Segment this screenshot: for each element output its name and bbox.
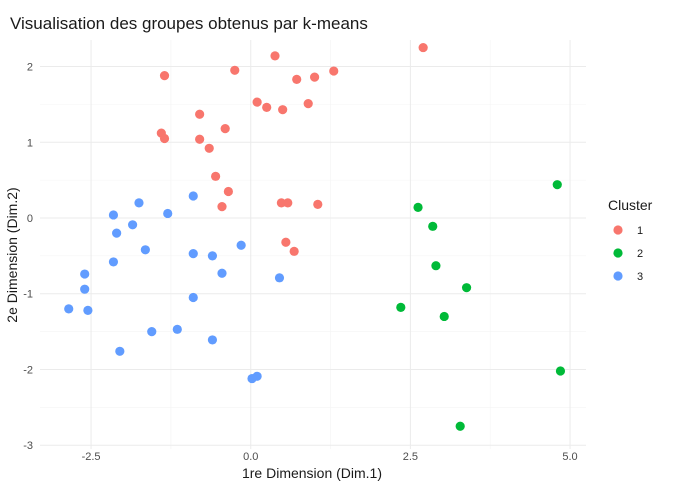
data-points — [64, 42, 566, 431]
cluster-3-point — [112, 228, 122, 238]
legend-key-3 — [613, 271, 623, 281]
cluster-3-point — [247, 373, 257, 384]
x-tick-label: 0.0 — [243, 451, 258, 463]
legend-key-2 — [613, 248, 623, 258]
y-tick-label: 1 — [27, 137, 33, 149]
y-axis-title: 2e Dimension (Dim.2) — [4, 187, 20, 322]
cluster-1-point — [220, 124, 230, 134]
cluster-2-point — [439, 311, 449, 322]
cluster-3-point — [147, 327, 157, 337]
cluster-3-point — [188, 248, 198, 259]
cluster-3-point — [127, 220, 138, 230]
cluster-1-point — [262, 102, 272, 113]
cluster-3-point — [236, 240, 246, 250]
x-axis-ticks: -2.5 0.0 2.5 5.0 — [82, 451, 578, 463]
y-tick-label: 0 — [27, 213, 33, 225]
cluster-1-point — [313, 199, 323, 209]
legend-label-1: 1 — [637, 225, 643, 237]
cluster-1-point — [289, 246, 299, 256]
cluster-1-point — [204, 143, 214, 153]
cluster-3-point — [64, 304, 74, 314]
cluster-1-point — [303, 99, 313, 109]
cluster-3-point — [188, 191, 198, 201]
cluster-1-point — [309, 72, 320, 82]
cluster-3-point — [207, 335, 218, 345]
cluster-3-point — [83, 305, 93, 315]
cluster-1-point — [418, 42, 428, 53]
cluster-1-point — [195, 134, 205, 144]
cluster-3-point — [217, 268, 227, 278]
cluster-2-point — [555, 366, 566, 376]
cluster-1-point — [223, 186, 233, 197]
cluster-2-point — [552, 180, 562, 190]
y-axis-ticks: -3 -2 -1 0 1 2 — [23, 62, 33, 453]
cluster-1-point — [159, 70, 170, 81]
cluster-3-point — [80, 284, 90, 294]
cluster-2-point — [461, 283, 472, 293]
cluster-3-point — [140, 245, 150, 255]
legend-items: 1 2 3 — [613, 225, 643, 283]
cluster-2-point — [428, 221, 438, 231]
cluster-1-point — [217, 202, 227, 212]
cluster-1-point — [252, 97, 262, 107]
cluster-3-point — [108, 257, 119, 267]
cluster-1-point — [230, 65, 240, 75]
legend: Cluster 1 2 3 — [608, 197, 653, 283]
x-tick-label: 5.0 — [562, 451, 577, 463]
cluster-1-point — [329, 66, 339, 76]
cluster-1-point — [270, 51, 280, 61]
cluster-1-point — [276, 198, 286, 208]
legend-label-2: 2 — [637, 248, 643, 260]
cluster-1-point — [281, 237, 291, 247]
cluster-1-point — [195, 109, 205, 119]
x-tick-label: 2.5 — [403, 451, 418, 463]
x-axis-title: 1re Dimension (Dim.1) — [242, 465, 382, 481]
cluster-3-point — [188, 292, 198, 303]
cluster-1-point — [278, 105, 288, 115]
y-tick-label: -2 — [23, 364, 33, 376]
cluster-3-point — [207, 251, 218, 261]
cluster-3-point — [80, 269, 90, 279]
cluster-3-point — [134, 198, 144, 208]
legend-label-3: 3 — [637, 271, 643, 283]
chart-title: Visualisation des groupes obtenus par k-… — [10, 14, 368, 33]
y-tick-label: -3 — [23, 440, 33, 452]
cluster-3-point — [115, 346, 125, 356]
cluster-3-point — [274, 273, 285, 283]
cluster-1-point — [292, 74, 302, 84]
y-tick-label: 2 — [27, 62, 33, 74]
cluster-2-point — [431, 261, 441, 271]
cluster-2-point — [455, 421, 465, 431]
cluster-3-point — [108, 210, 119, 220]
legend-key-1 — [613, 225, 623, 235]
grid — [40, 40, 586, 449]
cluster-1-point — [283, 198, 293, 208]
cluster-3-point — [163, 208, 173, 219]
legend-title: Cluster — [608, 197, 653, 213]
cluster-3-point — [172, 324, 182, 334]
cluster-2-point — [396, 302, 406, 312]
cluster-1-point — [159, 133, 170, 144]
cluster-1-point — [211, 171, 221, 181]
x-tick-label: -2.5 — [82, 451, 101, 463]
cluster-2-point — [413, 202, 423, 212]
y-tick-label: -1 — [23, 289, 33, 301]
